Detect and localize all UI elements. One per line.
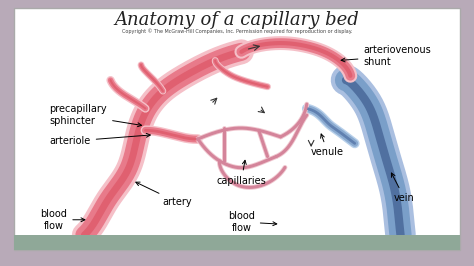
Text: precapillary
sphincter: precapillary sphincter [49, 104, 142, 127]
Text: Anatomy of a capillary bed: Anatomy of a capillary bed [115, 11, 359, 29]
Text: Copyright © The McGraw-Hill Companies, Inc. Permission required for reproduction: Copyright © The McGraw-Hill Companies, I… [122, 28, 352, 34]
Text: artery: artery [136, 182, 192, 207]
Text: venule: venule [311, 134, 344, 157]
Text: blood
flow: blood flow [40, 209, 85, 231]
Text: arteriovenous
shunt: arteriovenous shunt [341, 45, 431, 67]
Text: capillaries: capillaries [217, 160, 266, 185]
Text: arteriole: arteriole [49, 133, 150, 146]
Text: blood
flow: blood flow [228, 211, 277, 233]
Text: vein: vein [392, 173, 415, 203]
